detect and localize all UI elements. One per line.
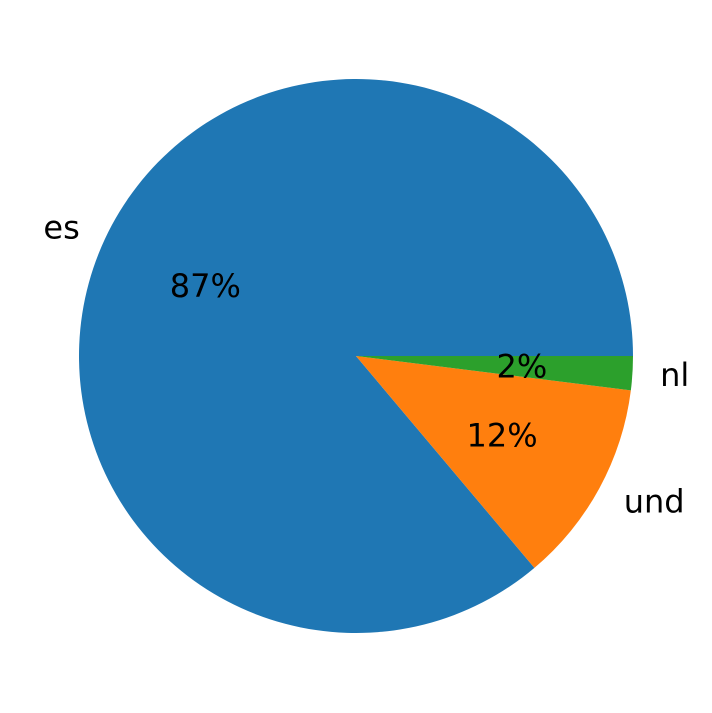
wedge-label: und (624, 482, 685, 520)
wedge-label: es (43, 208, 79, 246)
percent-label: 87% (170, 267, 241, 305)
percent-label: 2% (496, 347, 547, 385)
pie-wedge (356, 356, 631, 568)
percent-label: 12% (466, 416, 537, 454)
wedge-label: nl (660, 356, 689, 394)
pie-wedge (356, 356, 633, 391)
